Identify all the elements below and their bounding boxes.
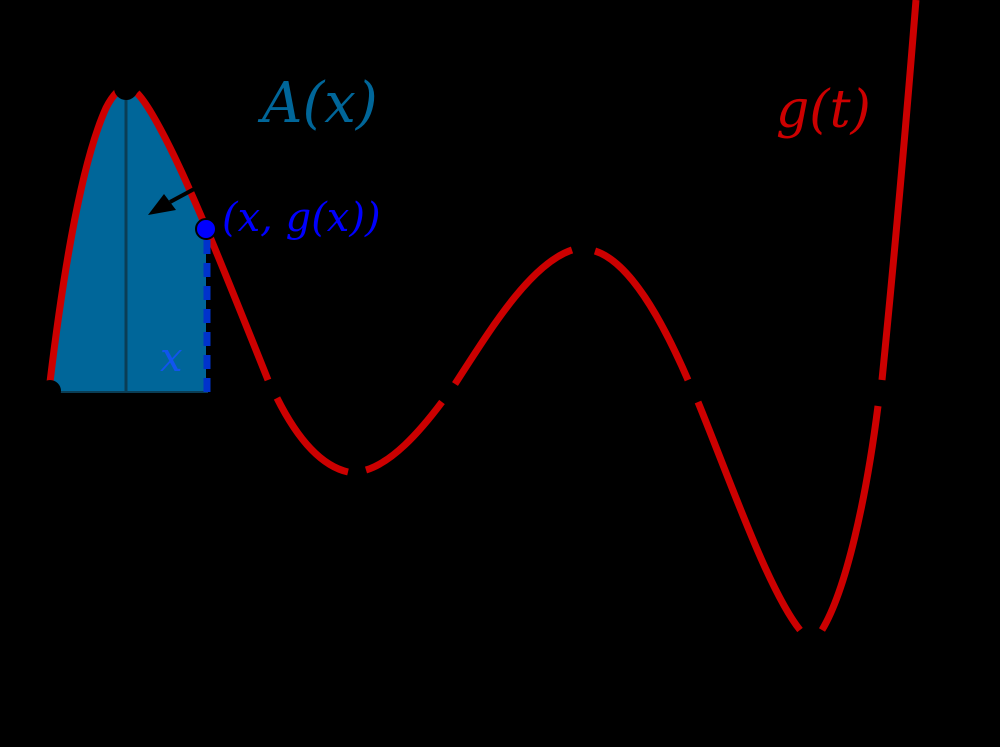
- area-region: [52, 90, 206, 392]
- curve-label: g(t): [776, 80, 871, 140]
- area-label: A(x): [262, 71, 378, 136]
- curve-g: [46, 0, 920, 633]
- arrow-icon: [148, 186, 197, 215]
- x-label: x: [160, 335, 183, 381]
- left-root-dot: [39, 380, 61, 402]
- point-marker: [195, 218, 217, 240]
- peak-dot: [114, 76, 138, 100]
- point-label: (x, g(x)): [222, 195, 381, 241]
